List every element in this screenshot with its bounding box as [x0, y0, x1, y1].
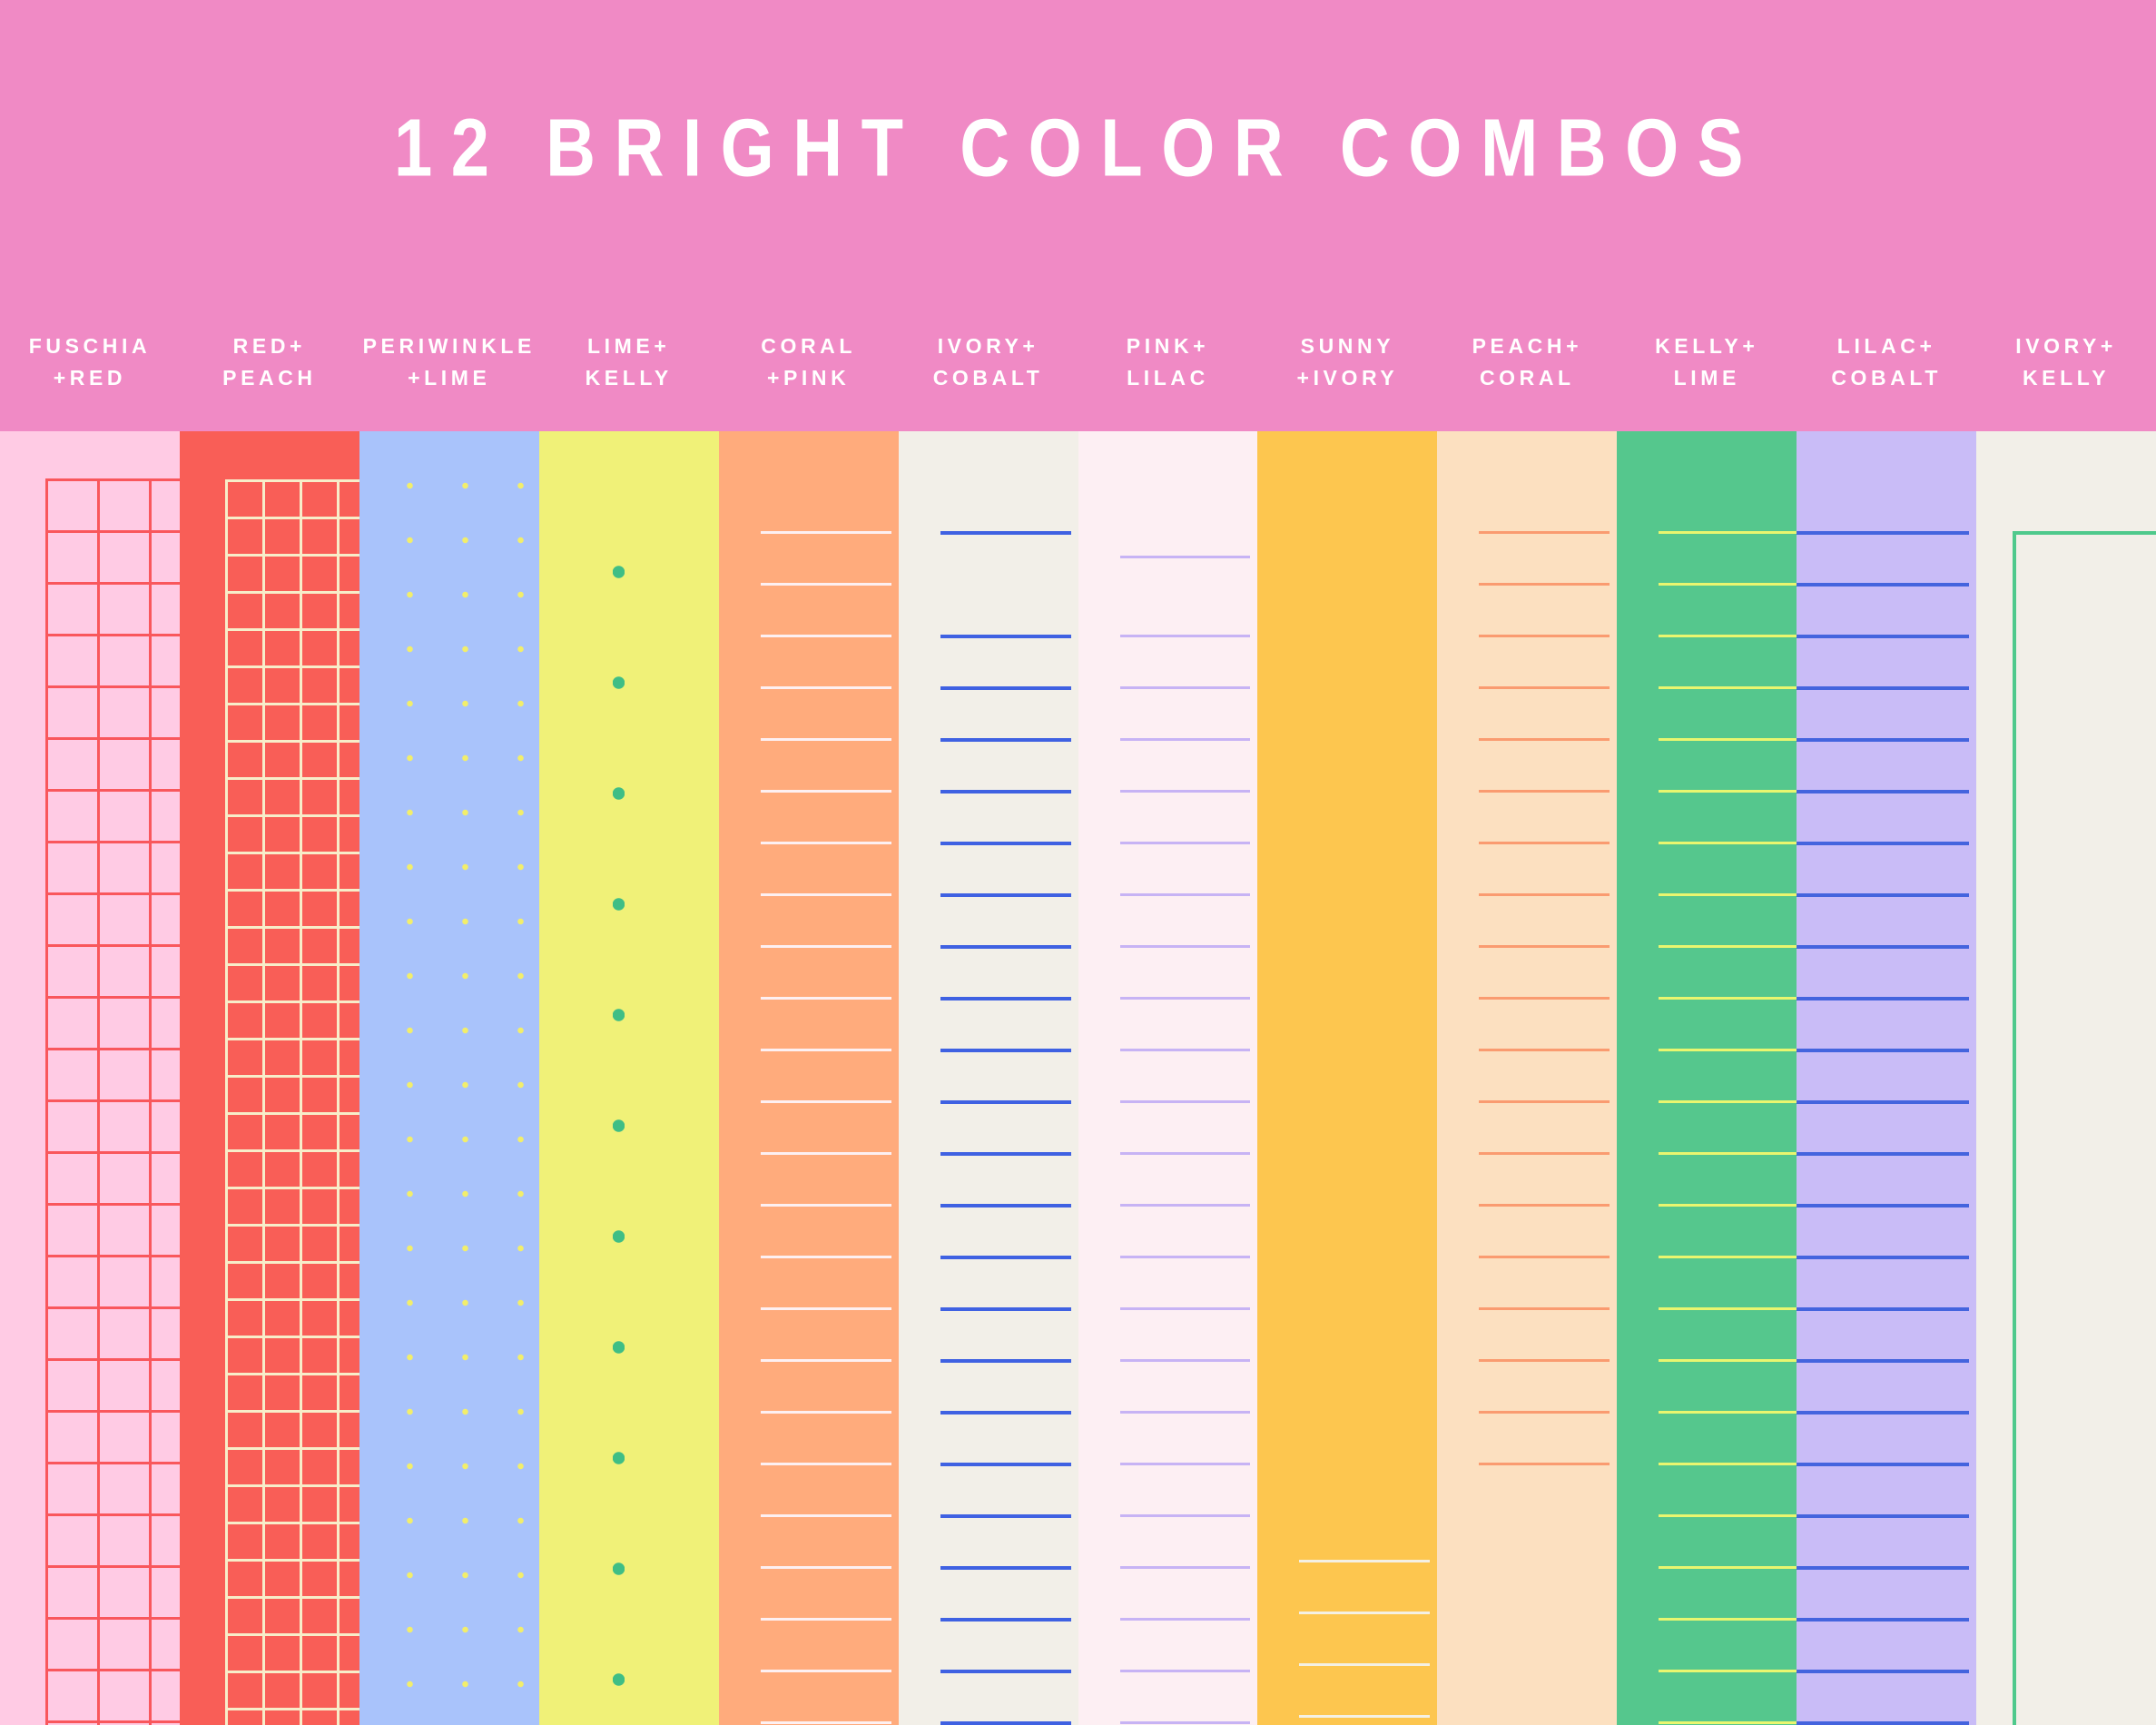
column-label-line2: +PINK — [766, 366, 851, 389]
column-label-line1: PERIWINKLE — [362, 334, 536, 358]
poster-title: 12 BRIGHT COLOR COMBOS — [393, 103, 1763, 194]
ruled-lines-pattern — [1479, 531, 1610, 1466]
grid-pattern — [224, 479, 359, 1725]
column-label-pink-lilac: PINK+ LILAC — [1078, 330, 1258, 394]
column-label-line1: LIME+ — [587, 334, 671, 358]
grid-pattern — [45, 478, 180, 1725]
column-label-line1: PINK+ — [1126, 334, 1210, 358]
swatch-red-peach — [179, 431, 359, 1725]
swatch-coral-pink — [718, 431, 899, 1725]
column-label-line2: KELLY — [2022, 366, 2111, 389]
column-label-kelly-lime: KELLY+ LIME — [1617, 330, 1797, 394]
column-label-line2: +LIME — [408, 366, 491, 389]
swatch-peach-coral — [1437, 431, 1618, 1725]
column-label-line2: +RED — [53, 366, 127, 389]
column-label-ivory-kelly: IVORY+ KELLY — [1976, 330, 2156, 394]
swatch-sunny-ivory — [1257, 431, 1438, 1725]
swatch-ivory-cobalt — [898, 431, 1078, 1725]
column-label-line1: CORAL — [761, 334, 857, 358]
column-labels-row: FUSCHIA +RED RED+ PEACH PERIWINKLE +LIME LIME+… — [0, 330, 2156, 394]
ruled-lines-pattern — [940, 635, 1071, 1725]
ruled-lines-pattern — [1659, 531, 1797, 1725]
swatch-lilac-cobalt — [1797, 431, 1977, 1725]
column-label-fuschia-red: FUSCHIA +RED — [0, 330, 180, 394]
column-label-line2: COBALT — [1831, 366, 1943, 389]
column-label-line1: SUNNY — [1300, 334, 1395, 358]
ruled-lines-pattern — [760, 531, 891, 1725]
ruled-lines-pattern — [1797, 531, 1970, 1725]
column-label-ivory-cobalt: IVORY+ COBALT — [899, 330, 1078, 394]
column-label-line1: KELLY+ — [1655, 334, 1759, 358]
column-label-line2: PEACH — [222, 366, 317, 389]
column-label-line1: LILAC+ — [1836, 334, 1936, 358]
column-label-red-peach: RED+ PEACH — [180, 330, 359, 394]
column-label-line1: PEACH+ — [1472, 334, 1583, 358]
column-label-lime-kelly: LIME+ KELLY — [539, 330, 719, 394]
ruled-line-extra — [940, 531, 1071, 535]
dot-column-pattern — [613, 517, 625, 1725]
swatch-ivory-kelly — [1976, 431, 2156, 1725]
column-label-line2: +IVORY — [1296, 366, 1399, 389]
ruled-lines-pattern — [1119, 635, 1251, 1725]
column-label-peach-coral: PEACH+ CORAL — [1437, 330, 1617, 394]
column-label-line2: LIME — [1673, 366, 1740, 389]
column-label-line2: COBALT — [932, 366, 1044, 389]
column-label-coral-pink: CORAL +PINK — [719, 330, 899, 394]
column-label-line1: RED+ — [232, 334, 307, 358]
ruled-lines-pattern — [1299, 1560, 1431, 1725]
rect-outline-pattern — [2013, 531, 2156, 1725]
swatch-kelly-lime — [1617, 431, 1797, 1725]
swatch-pink-lilac — [1078, 431, 1258, 1725]
column-label-line2: KELLY — [585, 366, 673, 389]
column-label-line1: IVORY+ — [937, 334, 1039, 358]
column-label-line2: CORAL — [1479, 366, 1575, 389]
column-label-line2: LILAC — [1127, 366, 1209, 389]
column-label-sunny-ivory: SUNNY +IVORY — [1257, 330, 1437, 394]
column-label-line1: IVORY+ — [2015, 334, 2117, 358]
column-label-periwinkle-lime: PERIWINKLE +LIME — [359, 330, 539, 394]
swatches-row — [0, 431, 2156, 1725]
ruled-line-extra — [1119, 556, 1251, 558]
swatch-lime-kelly — [538, 431, 719, 1725]
column-label-lilac-cobalt: LILAC+ COBALT — [1797, 330, 1976, 394]
dot-grid-pattern — [381, 458, 539, 1725]
swatch-fuschia-red — [0, 431, 180, 1725]
column-label-line1: FUSCHIA — [28, 334, 152, 358]
swatch-periwinkle-lime — [359, 431, 539, 1725]
